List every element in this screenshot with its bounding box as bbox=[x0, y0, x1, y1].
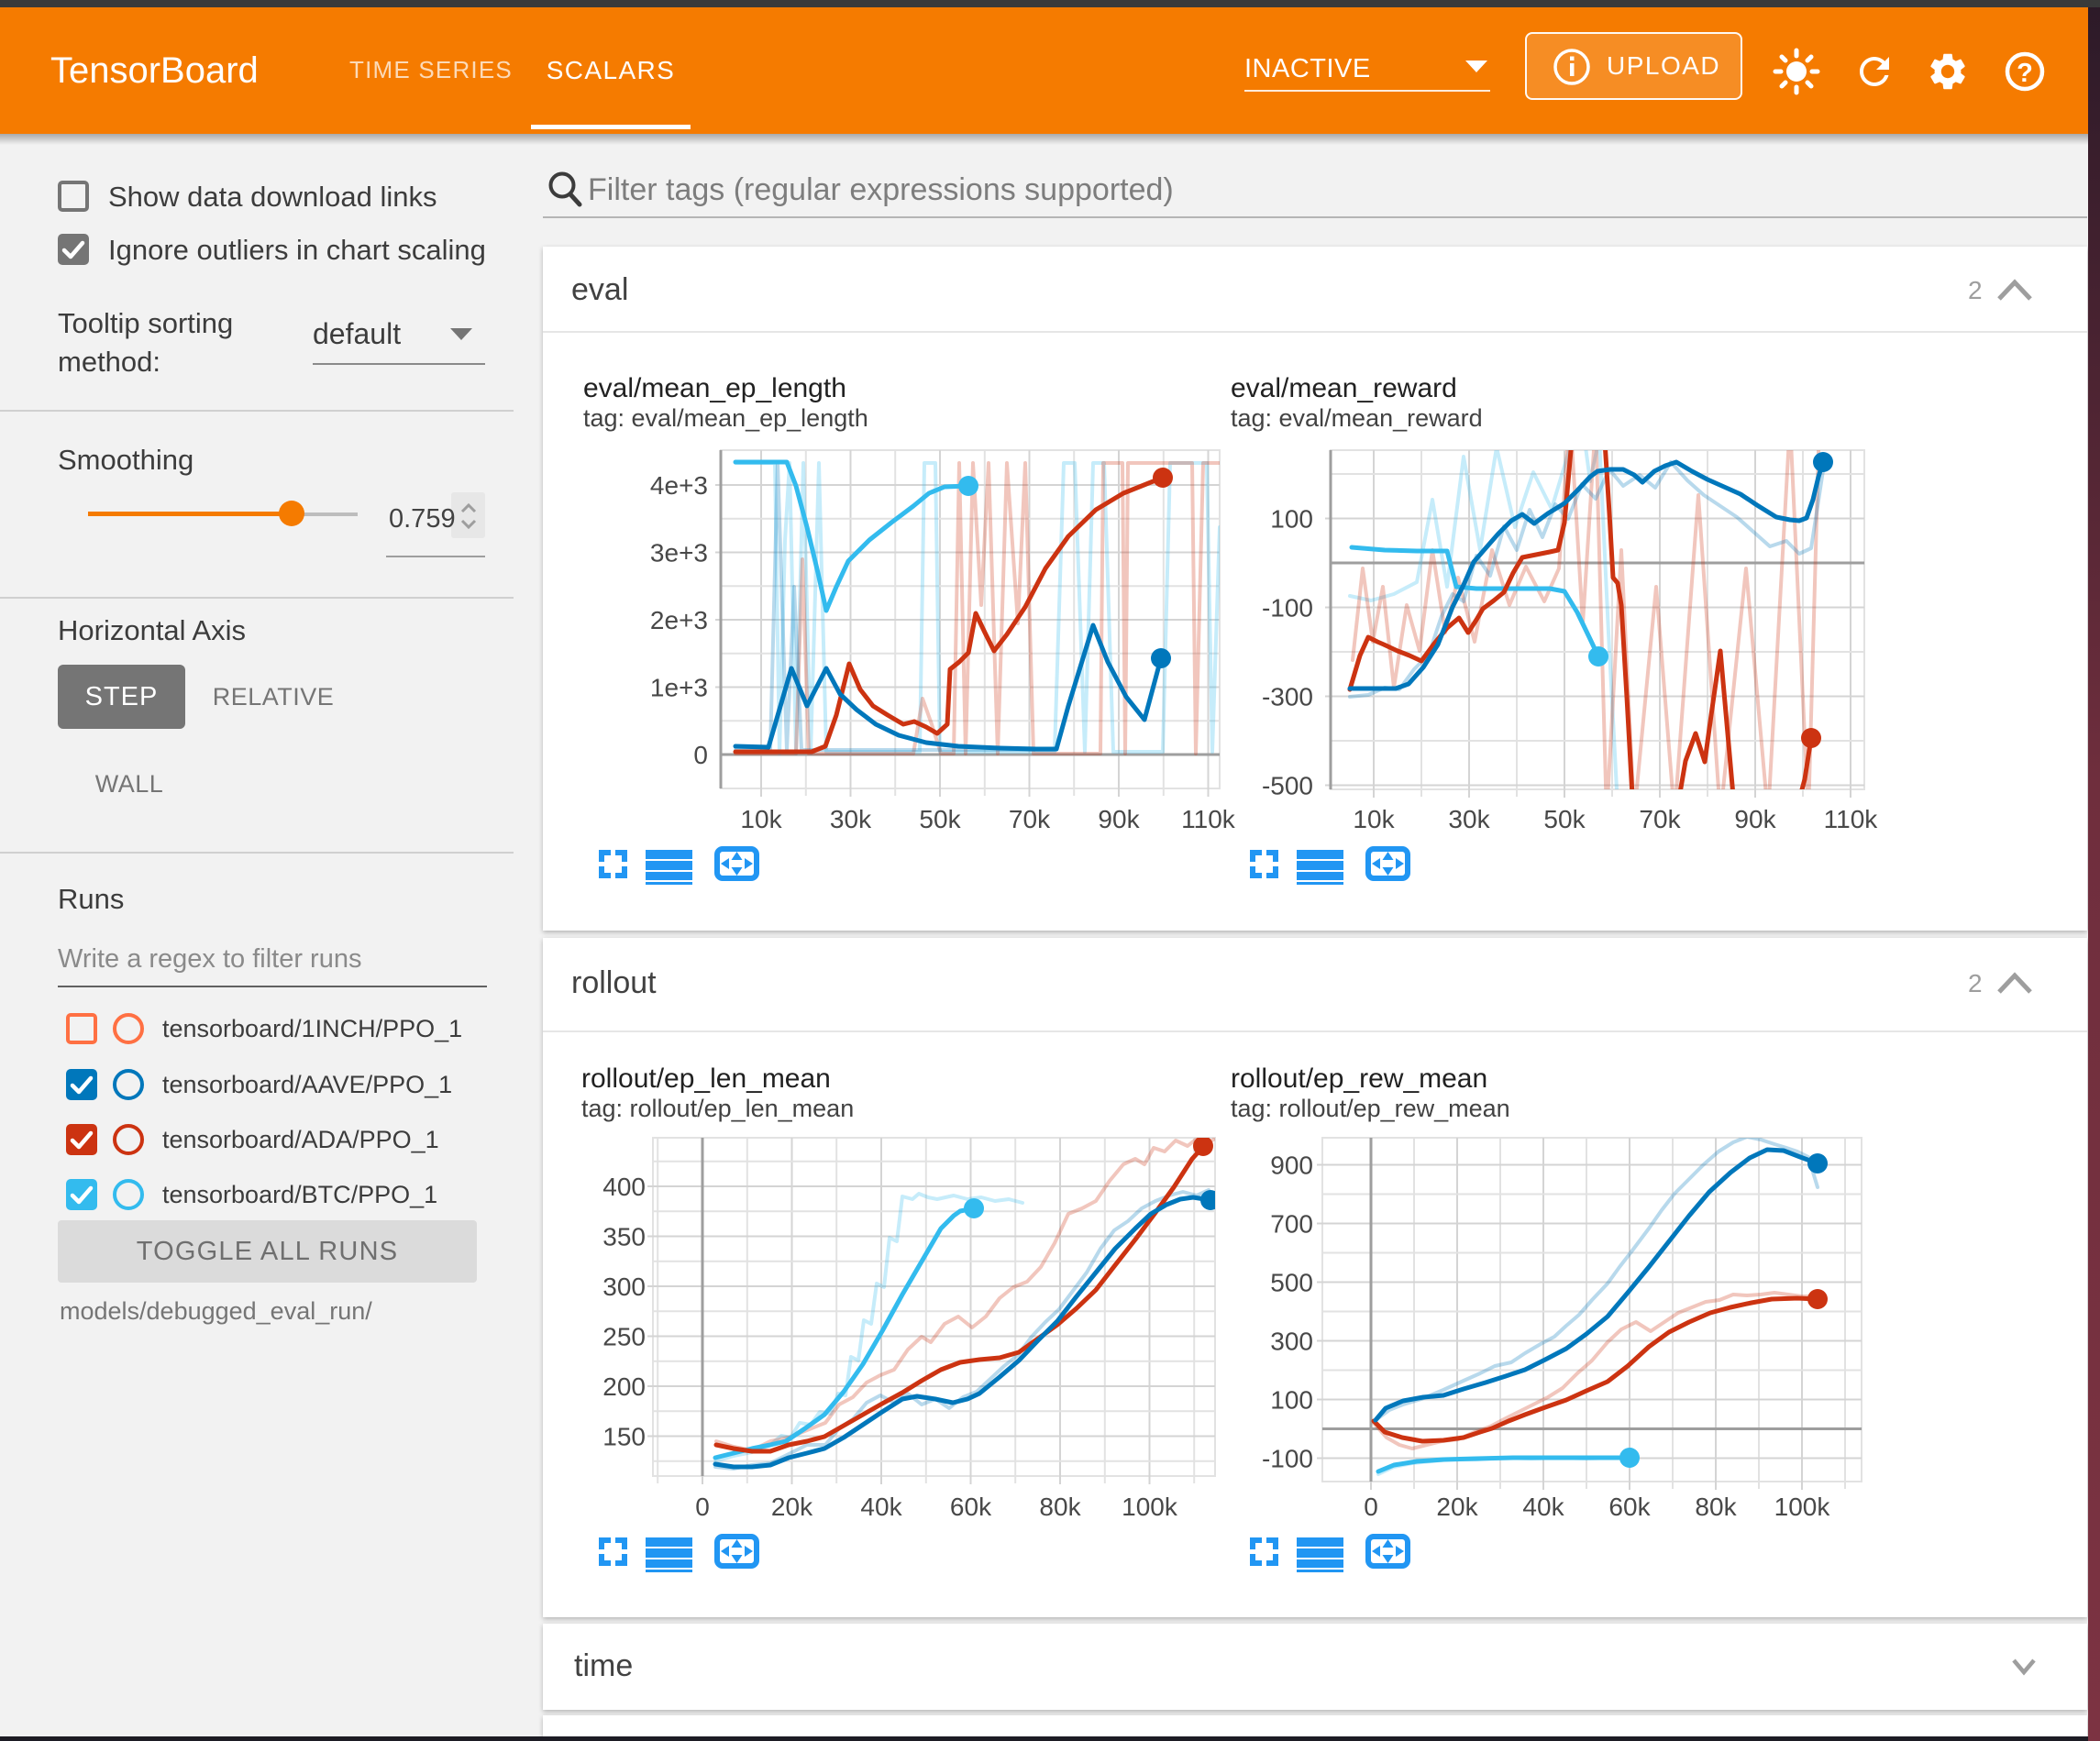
svg-text:-100: -100 bbox=[1262, 1445, 1313, 1473]
svg-text:30k: 30k bbox=[1448, 805, 1490, 833]
svg-text:0: 0 bbox=[1364, 1493, 1378, 1521]
svg-text:?: ? bbox=[2017, 59, 2033, 88]
svg-text:110k: 110k bbox=[1824, 805, 1879, 833]
svg-text:50k: 50k bbox=[1543, 805, 1586, 833]
svg-text:90k: 90k bbox=[1734, 805, 1776, 833]
svg-text:700: 700 bbox=[1270, 1210, 1313, 1239]
svg-text:3e+3: 3e+3 bbox=[650, 539, 708, 567]
svg-text:100: 100 bbox=[1270, 1386, 1313, 1415]
svg-text:250: 250 bbox=[602, 1323, 646, 1351]
svg-text:80k: 80k bbox=[1695, 1493, 1737, 1521]
svg-text:30k: 30k bbox=[830, 805, 872, 833]
svg-text:40k: 40k bbox=[860, 1493, 902, 1521]
svg-text:60k: 60k bbox=[950, 1493, 992, 1521]
svg-text:10k: 10k bbox=[740, 805, 782, 833]
svg-text:300: 300 bbox=[1270, 1328, 1313, 1356]
svg-text:0: 0 bbox=[693, 741, 708, 769]
svg-text:100: 100 bbox=[1270, 505, 1313, 534]
svg-text:90k: 90k bbox=[1098, 805, 1140, 833]
svg-text:1e+3: 1e+3 bbox=[650, 674, 708, 702]
svg-text:2e+3: 2e+3 bbox=[650, 606, 708, 634]
svg-text:80k: 80k bbox=[1039, 1493, 1081, 1521]
svg-text:100k: 100k bbox=[1774, 1493, 1831, 1521]
svg-text:900: 900 bbox=[1270, 1151, 1313, 1180]
svg-text:40k: 40k bbox=[1522, 1493, 1564, 1521]
svg-text:200: 200 bbox=[602, 1372, 646, 1401]
svg-text:20k: 20k bbox=[771, 1493, 813, 1521]
svg-text:60k: 60k bbox=[1608, 1493, 1651, 1521]
svg-text:500: 500 bbox=[1270, 1269, 1313, 1297]
svg-text:100k: 100k bbox=[1122, 1493, 1178, 1521]
svg-text:110k: 110k bbox=[1181, 805, 1236, 833]
svg-text:-300: -300 bbox=[1262, 683, 1313, 711]
svg-text:10k: 10k bbox=[1353, 805, 1395, 833]
svg-text:70k: 70k bbox=[1639, 805, 1681, 833]
svg-text:-500: -500 bbox=[1262, 772, 1313, 800]
svg-text:50k: 50k bbox=[919, 805, 961, 833]
svg-text:4e+3: 4e+3 bbox=[650, 471, 708, 500]
svg-text:300: 300 bbox=[602, 1273, 646, 1301]
svg-text:400: 400 bbox=[602, 1173, 646, 1201]
svg-text:-100: -100 bbox=[1262, 594, 1313, 623]
svg-text:150: 150 bbox=[602, 1423, 646, 1451]
svg-text:70k: 70k bbox=[1009, 805, 1051, 833]
svg-text:20k: 20k bbox=[1436, 1493, 1478, 1521]
svg-text:350: 350 bbox=[602, 1223, 646, 1251]
svg-text:0: 0 bbox=[695, 1493, 710, 1521]
